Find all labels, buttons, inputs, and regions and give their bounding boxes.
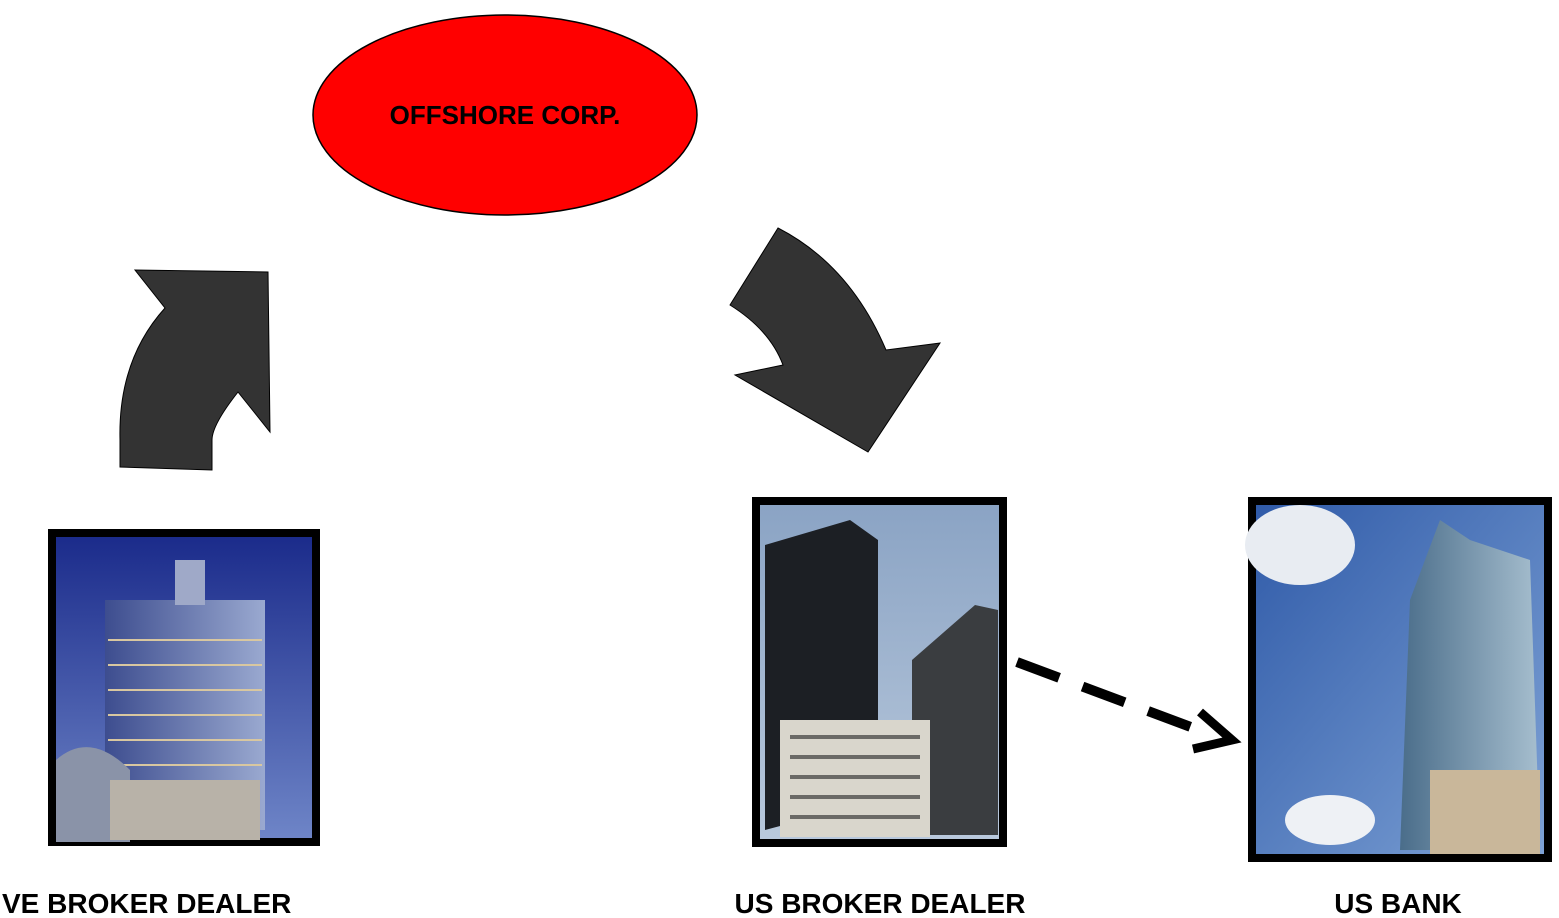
node-label: VE BROKER DEALER — [2, 888, 291, 918]
flow-arrow — [730, 228, 940, 452]
page: {"nodes": [ {"label": "OFFSHORE CORP."},… — [0, 0, 1559, 918]
building-photo — [1245, 501, 1548, 858]
building-photo — [52, 533, 316, 842]
diagram: OFFSHORE CORP. — [0, 0, 1559, 918]
node-label: US BANK — [1334, 888, 1462, 918]
building-photo — [756, 501, 1003, 843]
dashed-arrow — [1017, 662, 1232, 749]
node-label: OFFSHORE CORP. — [390, 100, 621, 130]
node-label: US BROKER DEALER — [735, 888, 1026, 918]
flow-arrow — [120, 270, 270, 470]
